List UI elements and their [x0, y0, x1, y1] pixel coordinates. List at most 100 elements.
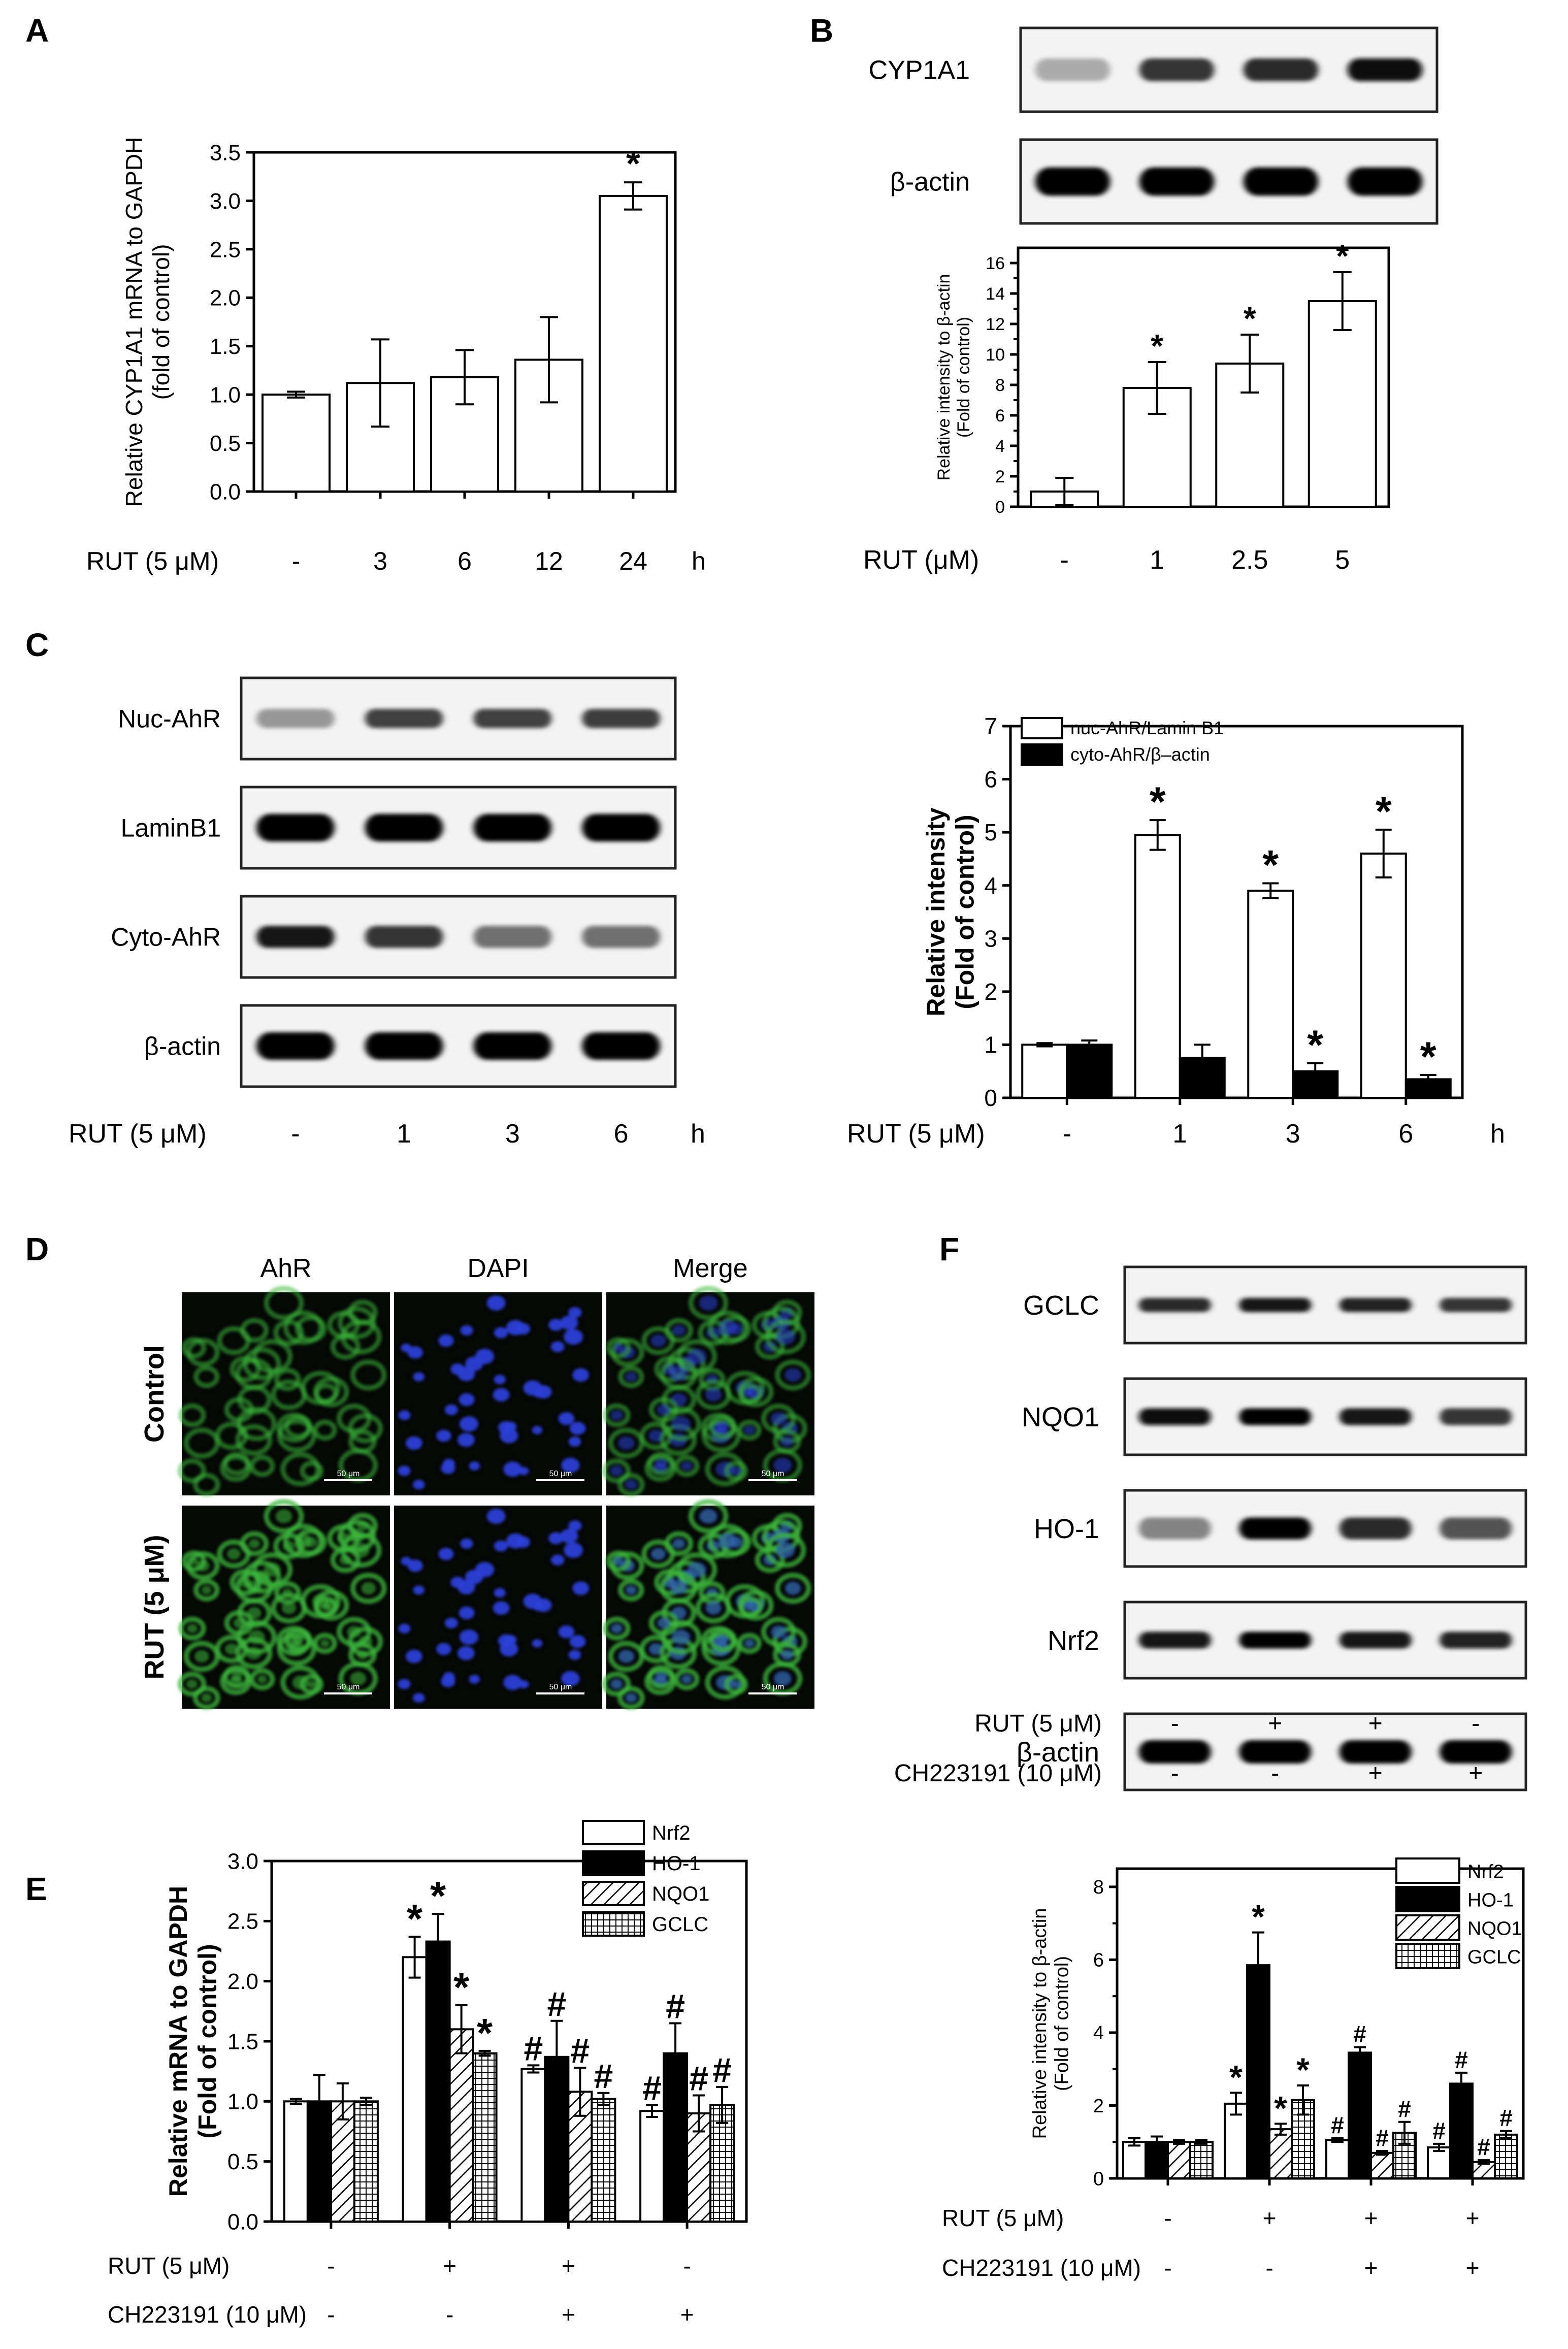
- ahr-cell: [648, 1610, 679, 1636]
- dapi-nucleus: [560, 1528, 578, 1544]
- condition-value: +: [1364, 2205, 1378, 2231]
- category-label: 3: [373, 547, 387, 575]
- y-tick-label: 0: [995, 498, 1005, 517]
- ahr-cell: [701, 1632, 741, 1666]
- dapi-nucleus: [460, 1538, 473, 1549]
- category-label: 1: [1172, 1119, 1187, 1149]
- ahr-cell: [695, 1379, 732, 1411]
- significance-mark: #: [1376, 2125, 1389, 2151]
- blot-row-label: β-actin: [144, 1032, 221, 1061]
- ahr-cell: [350, 1359, 387, 1391]
- blot-band: [1339, 1408, 1412, 1425]
- significance-mark: *: [1244, 300, 1256, 337]
- bar: [472, 2052, 498, 2223]
- ahr-cell: [314, 1383, 338, 1404]
- category-label: 12: [535, 547, 563, 575]
- dapi-nucleus: [406, 1436, 422, 1450]
- scale-bar-label: 50 μm: [762, 1683, 785, 1691]
- legend-swatch: [1395, 1886, 1460, 1912]
- y-tick-label: 7: [984, 713, 997, 739]
- ahr-cell: [772, 1429, 801, 1454]
- ahr-nucleus: [295, 1534, 312, 1548]
- bar: [1021, 1043, 1068, 1099]
- condition-value: +: [1468, 1760, 1483, 1787]
- ahr-cell: [235, 1357, 273, 1390]
- blot-band: [582, 1032, 661, 1060]
- bar: [1370, 2151, 1394, 2179]
- dapi-nucleus: [625, 1693, 637, 1703]
- ahr-cell: [648, 1397, 679, 1423]
- significance-mark: #: [712, 2051, 732, 2090]
- dapi-nucleus: [436, 1429, 451, 1442]
- legend-swatch: [582, 1881, 645, 1906]
- legend-label: HO-1: [1467, 1889, 1514, 1911]
- blot-band: [1139, 167, 1215, 196]
- dapi-nucleus: [503, 1461, 522, 1477]
- y-tick-label: 0.0: [227, 2209, 258, 2234]
- ahr-cell: [277, 1632, 317, 1666]
- dapi-nucleus: [561, 1671, 580, 1686]
- legend-swatch: [1021, 743, 1063, 766]
- ahr-cell: [224, 1397, 254, 1423]
- ahr-nucleus: [227, 1548, 241, 1560]
- blot-band: [473, 813, 552, 842]
- chart-b: 0 2 4 6 8 10 12 14 16 Relative intensity to β-act…: [863, 238, 1390, 575]
- blot-band: [473, 708, 552, 729]
- dapi-nucleus: [551, 1554, 565, 1565]
- dapi-nucleus: [718, 1320, 737, 1335]
- dapi-nucleus: [610, 1623, 623, 1634]
- dapi-nucleus: [564, 1542, 583, 1558]
- dapi-nucleus: [506, 1320, 525, 1335]
- ahr-cell: [647, 1665, 675, 1689]
- ahr-nucleus: [246, 1580, 262, 1594]
- dapi-nucleus: [532, 1426, 543, 1434]
- ahr-cell: [738, 1383, 763, 1404]
- blot-band: [1243, 58, 1319, 81]
- dapi-nucleus: [785, 1368, 802, 1382]
- dapi-nucleus: [613, 1343, 624, 1352]
- condition-label: RUT (5 μM): [69, 1119, 207, 1149]
- dapi-nucleus: [568, 1650, 581, 1660]
- ahr-cell: [772, 1642, 801, 1668]
- bar: [430, 376, 499, 493]
- dapi-nucleus: [558, 1412, 575, 1425]
- y-axis-label: Relative intensity to β-actin: [934, 274, 954, 481]
- dapi-nucleus: [776, 1542, 795, 1558]
- scale-bar-label: 50 μm: [549, 1683, 572, 1691]
- ahr-cell: [674, 1668, 700, 1690]
- chart-e: 0.0 0.5 1.0 1.5 2.0 2.5 3.0 Relative mRNA to GA…: [108, 1820, 748, 2328]
- legend-swatch: [1395, 1943, 1460, 1969]
- dapi-nucleus: [773, 1671, 792, 1686]
- dapi-nucleus: [610, 1410, 623, 1420]
- y-axis-label: Relative intensity to β-actin: [1029, 1908, 1051, 2139]
- immunofluorescence-panel-d: AhR DAPI Merge Control RUT (5 μM) 50 μm 50 μm 5…: [139, 1254, 814, 1710]
- dapi-nucleus: [780, 1650, 794, 1660]
- y-tick-label: 0: [1093, 2168, 1104, 2190]
- ahr-cell: [641, 1326, 675, 1355]
- dapi-nucleus: [469, 1675, 480, 1684]
- y-tick-label: 1.5: [227, 2029, 258, 2054]
- category-label: 6: [458, 547, 472, 575]
- category-label: 1: [1150, 545, 1164, 575]
- significance-mark: #: [1353, 2021, 1366, 2047]
- y-tick-label: 2: [995, 467, 1005, 486]
- significance-mark: #: [547, 1985, 566, 2024]
- blot-row-label: NQO1: [1022, 1402, 1099, 1432]
- bar: [1167, 2141, 1191, 2180]
- bar: [1449, 2082, 1474, 2179]
- y-tick-label: 1.0: [210, 383, 241, 408]
- dapi-nucleus: [413, 1585, 424, 1595]
- ahr-cell: [608, 1641, 644, 1672]
- significance-mark: *: [1229, 2058, 1243, 2096]
- ahr-nucleus: [248, 1630, 265, 1645]
- condition-value: -: [327, 2301, 335, 2328]
- category-label: 5: [1335, 545, 1350, 575]
- ahr-cell: [707, 1310, 748, 1345]
- dapi-nucleus: [670, 1366, 688, 1381]
- dapi-nucleus: [503, 1675, 522, 1690]
- blot-band: [365, 926, 443, 948]
- ahr-cell: [274, 1581, 301, 1605]
- dapi-nucleus: [745, 1389, 756, 1398]
- microscopy-image: 50 μm: [394, 1292, 602, 1495]
- legend-swatch: [582, 1850, 645, 1876]
